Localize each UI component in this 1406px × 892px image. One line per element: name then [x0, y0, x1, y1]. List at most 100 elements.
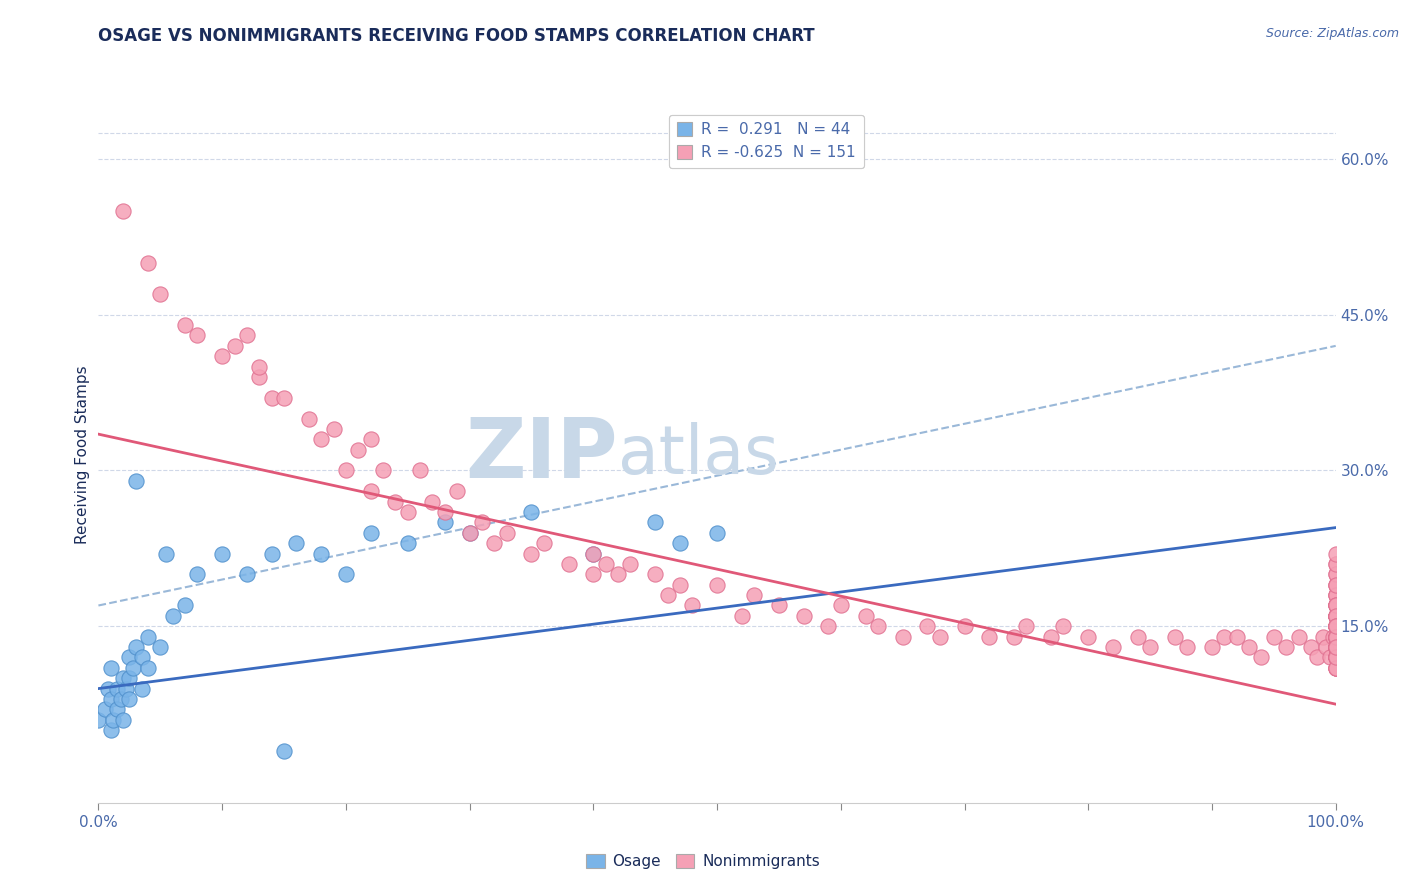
Point	[1077, 630, 1099, 644]
Point	[122, 661, 145, 675]
Point	[644, 516, 666, 530]
Point	[1002, 630, 1025, 644]
Point	[211, 349, 233, 363]
Point	[1324, 588, 1347, 602]
Point	[1213, 630, 1236, 644]
Point	[1324, 630, 1347, 644]
Point	[118, 692, 141, 706]
Point	[458, 525, 481, 540]
Point	[1324, 630, 1347, 644]
Point	[520, 505, 543, 519]
Point	[1324, 630, 1347, 644]
Point	[681, 599, 703, 613]
Point	[1324, 567, 1347, 582]
Point	[1315, 640, 1337, 654]
Point	[136, 256, 159, 270]
Point	[174, 599, 197, 613]
Point	[644, 567, 666, 582]
Point	[309, 433, 332, 447]
Point	[247, 370, 270, 384]
Point	[1319, 650, 1341, 665]
Point	[1015, 619, 1038, 633]
Point	[830, 599, 852, 613]
Point	[1324, 640, 1347, 654]
Point	[298, 411, 321, 425]
Point	[211, 547, 233, 561]
Point	[1324, 640, 1347, 654]
Point	[118, 650, 141, 665]
Point	[582, 547, 605, 561]
Point	[706, 578, 728, 592]
Point	[105, 681, 128, 696]
Point	[1324, 599, 1347, 613]
Point	[706, 525, 728, 540]
Point	[1324, 661, 1347, 675]
Point	[118, 671, 141, 685]
Point	[186, 567, 208, 582]
Point	[928, 630, 950, 644]
Point	[1324, 619, 1347, 633]
Point	[669, 578, 692, 592]
Point	[1324, 630, 1347, 644]
Point	[1275, 640, 1298, 654]
Point	[273, 744, 295, 758]
Point	[484, 536, 506, 550]
Point	[110, 692, 132, 706]
Point	[1324, 599, 1347, 613]
Point	[100, 692, 122, 706]
Point	[793, 608, 815, 623]
Point	[1324, 640, 1347, 654]
Point	[1324, 650, 1347, 665]
Y-axis label: Receiving Food Stamps: Receiving Food Stamps	[75, 366, 90, 544]
Point	[1324, 619, 1347, 633]
Point	[433, 505, 456, 519]
Point	[607, 567, 630, 582]
Text: Source: ZipAtlas.com: Source: ZipAtlas.com	[1265, 27, 1399, 40]
Point	[1324, 650, 1347, 665]
Point	[1324, 619, 1347, 633]
Point	[533, 536, 555, 550]
Point	[236, 328, 259, 343]
Point	[582, 567, 605, 582]
Point	[1324, 588, 1347, 602]
Point	[396, 505, 419, 519]
Point	[335, 463, 357, 477]
Point	[1299, 640, 1322, 654]
Point	[1324, 640, 1347, 654]
Point	[1201, 640, 1223, 654]
Point	[1324, 619, 1347, 633]
Point	[891, 630, 914, 644]
Point	[409, 463, 432, 477]
Point	[1324, 640, 1347, 654]
Point	[1052, 619, 1074, 633]
Point	[768, 599, 790, 613]
Point	[114, 681, 136, 696]
Point	[1324, 630, 1347, 644]
Point	[1324, 640, 1347, 654]
Point	[1322, 630, 1344, 644]
Point	[285, 536, 308, 550]
Point	[1324, 599, 1347, 613]
Point	[1288, 630, 1310, 644]
Point	[322, 422, 344, 436]
Point	[1324, 640, 1347, 654]
Point	[433, 516, 456, 530]
Point	[1324, 650, 1347, 665]
Point	[396, 536, 419, 550]
Point	[131, 681, 153, 696]
Point	[1324, 630, 1347, 644]
Point	[1324, 661, 1347, 675]
Point	[1226, 630, 1249, 644]
Point	[1324, 650, 1347, 665]
Point	[360, 484, 382, 499]
Point	[103, 713, 125, 727]
Point	[669, 536, 692, 550]
Point	[112, 713, 135, 727]
Point	[93, 702, 115, 716]
Point	[1324, 619, 1347, 633]
Point	[1324, 661, 1347, 675]
Point	[1324, 630, 1347, 644]
Point	[1324, 640, 1347, 654]
Point	[1324, 599, 1347, 613]
Point	[1324, 619, 1347, 633]
